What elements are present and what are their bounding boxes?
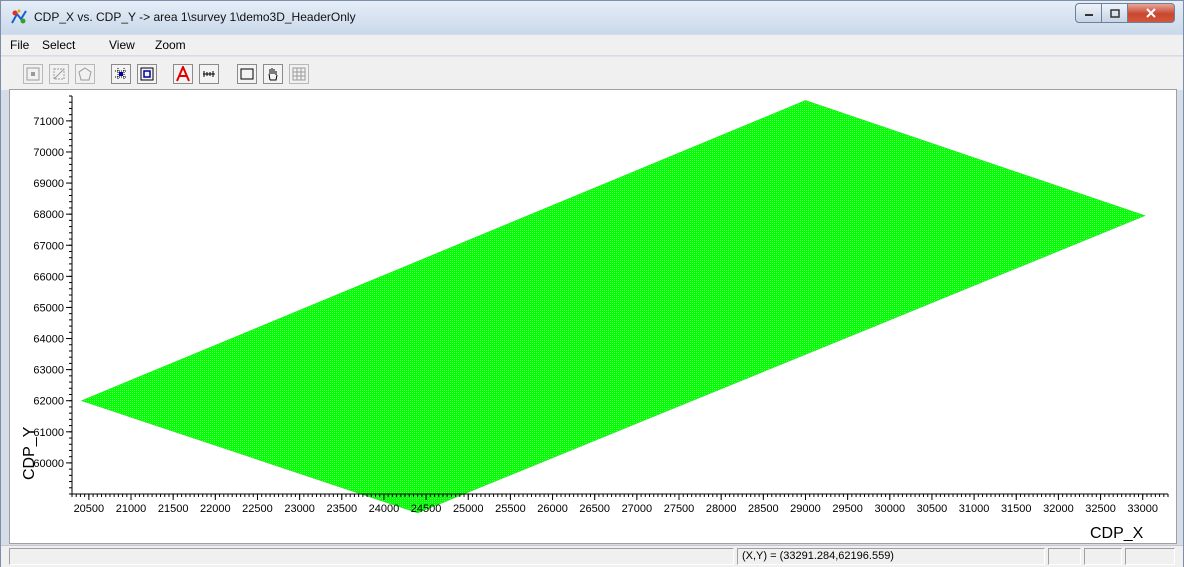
menu-bar: File Select View Zoom [1,35,1183,55]
y-tick-label: 62000 [33,396,64,408]
x-tick-label: 31500 [1001,503,1032,515]
rectangle-icon [240,68,254,80]
y-tick-label: 61000 [33,427,64,439]
x-tick-label: 25000 [453,503,484,515]
x-tick-label: 32000 [1043,503,1074,515]
select-area-button[interactable] [49,64,69,84]
status-pane-2 [1084,548,1122,565]
minimize-button[interactable] [1075,3,1102,23]
y-tick-label: 63000 [33,365,64,377]
status-pane-3 [1125,548,1175,565]
x-tick-label: 29500 [832,503,863,515]
x-tick-label: 23000 [284,503,315,515]
x-tick-label: 26000 [537,503,568,515]
annotate-button[interactable] [173,64,193,84]
status-bar: (X,Y) = (33291.284,62196.559) [1,545,1183,567]
status-pane-coordinates: (X,Y) = (33291.284,62196.559) [737,548,1045,565]
x-tick-label: 28500 [748,503,779,515]
rectangle-button[interactable] [237,64,257,84]
zoom-grid-button[interactable] [111,64,131,84]
cdp-scatter-chart[interactable]: CDP_X 60000 61000 62000 63000 64000 65000 6600… [10,90,1176,543]
x-tick-label: 25500 [495,503,526,515]
menu-view[interactable]: View [109,38,135,52]
status-pane-1 [1048,548,1081,565]
close-icon [1146,8,1156,18]
y-tick-label: 64000 [33,334,64,346]
app-icon [11,9,27,24]
pan-button[interactable] [263,64,283,84]
x-tick-label: 27500 [664,503,695,515]
x-tick-label: 22000 [200,503,231,515]
y-tick-label: 60000 [33,458,64,470]
y-tick-label: 69000 [33,178,64,190]
zoom-grid-icon [115,68,127,80]
window-title: CDP_X vs. CDP_Y -> area 1\survey 1\demo3… [34,10,356,24]
x-tick-label: 24500 [411,503,442,515]
zoom-fit-button[interactable] [137,64,157,84]
minimize-icon [1084,14,1093,16]
cursor-coordinates: (X,Y) = (33291.284,62196.559) [742,550,894,562]
select-area-icon [53,68,65,80]
x-tick-label: 30500 [917,503,948,515]
toolbar [1,56,1183,90]
hand-icon [268,68,278,81]
x-tick-label: 20500 [74,503,105,515]
x-axis-label: CDP_X [1090,525,1144,542]
letter-a-icon [176,66,190,82]
y-tick-label: 71000 [33,116,64,128]
y-axis-label: CDP_Y [21,426,38,480]
x-tick-label: 24000 [369,503,400,515]
status-pane-message [9,548,734,565]
x-tick-label: 29000 [790,503,821,515]
window-controls [1075,3,1175,23]
select-point-icon [26,67,40,81]
title-bar[interactable]: CDP_X vs. CDP_Y -> area 1\survey 1\demo3… [1,1,1183,34]
ruler-icon [203,71,215,77]
x-tick-label: 26500 [579,503,610,515]
polygon-icon [78,67,92,81]
x-tick-label: 31000 [959,503,990,515]
maximize-icon [1109,8,1120,18]
ruler-button[interactable] [199,64,219,84]
x-tick-label: 21000 [116,503,147,515]
menu-file[interactable]: File [10,38,30,52]
x-tick-label: 23500 [326,503,357,515]
y-tick-label: 66000 [33,271,64,283]
x-tick-label: 22500 [242,503,273,515]
survey-cdp-points [80,100,1146,514]
y-tick-label: 65000 [33,302,64,314]
close-button[interactable] [1128,3,1175,23]
x-tick-label: 33000 [1127,503,1158,515]
plot-area[interactable]: CDP_X 60000 61000 62000 63000 64000 65000 6600… [9,89,1177,544]
y-tick-label: 68000 [33,209,64,221]
menu-select[interactable]: Select [42,38,76,52]
x-tick-label: 28000 [706,503,737,515]
zoom-fit-icon [140,67,154,81]
maximize-button[interactable] [1102,3,1128,23]
x-tick-label: 32500 [1085,503,1116,515]
grid-icon [292,67,306,81]
select-point-button[interactable] [23,64,43,84]
menu-zoom[interactable]: Zoom [155,38,186,52]
select-polygon-button[interactable] [75,64,95,84]
y-tick-label: 67000 [33,240,64,252]
y-tick-label: 70000 [33,147,64,159]
x-tick-label: 21500 [158,503,189,515]
grid-button[interactable] [289,64,309,84]
x-tick-label: 27000 [622,503,653,515]
x-tick-label: 30000 [874,503,905,515]
